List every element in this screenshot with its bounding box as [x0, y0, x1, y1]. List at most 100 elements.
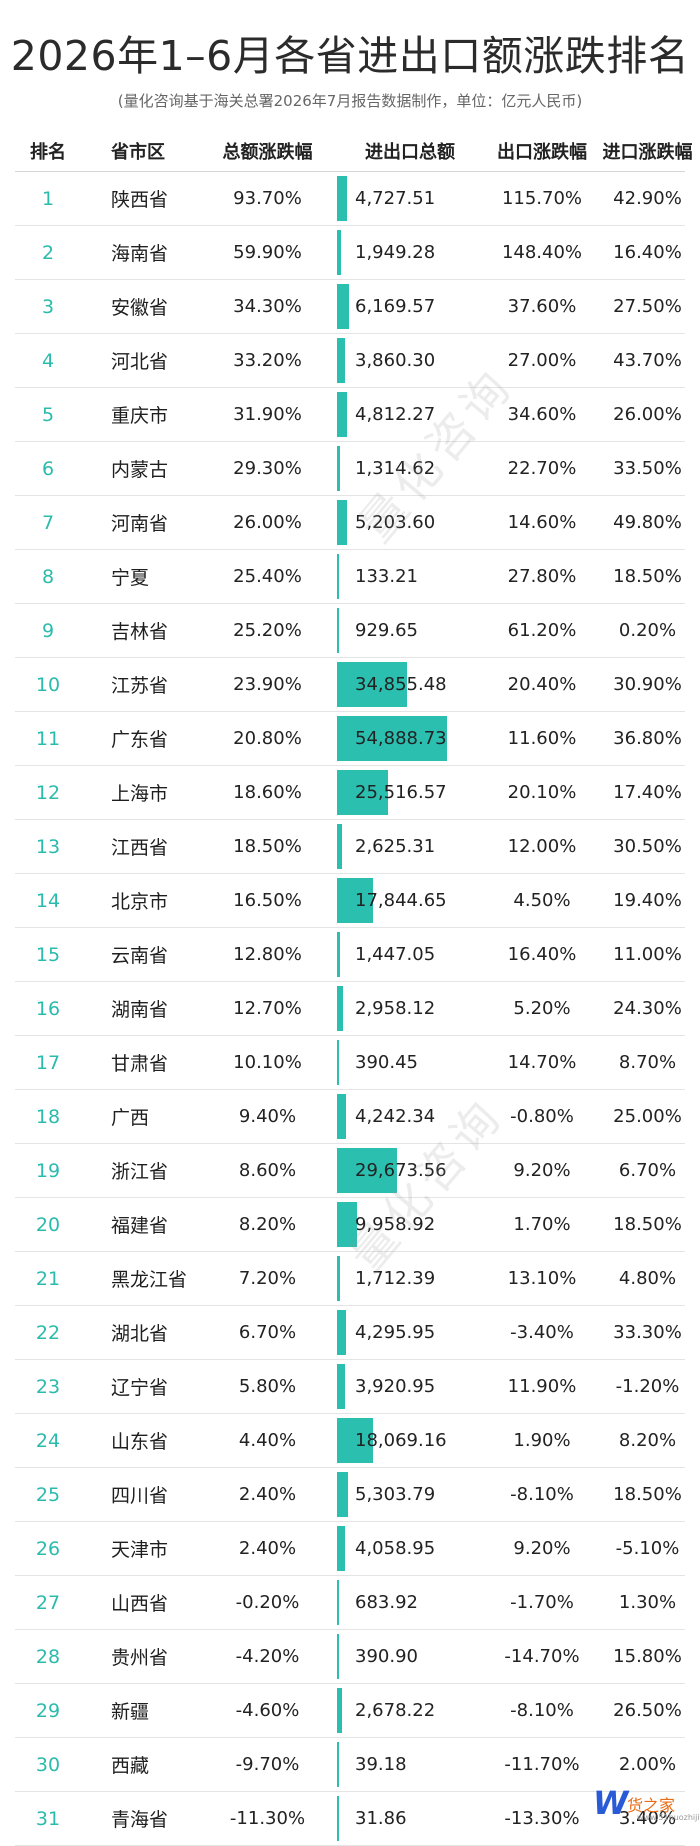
logo-url: www.51huozhijia.com	[637, 1813, 700, 1822]
table-row: 13 江西省 18.50% 2,625.31 12.00% 30.50%	[15, 820, 685, 874]
province-cell: 江西省	[111, 820, 221, 873]
import-change-cell-text: 18.50%	[613, 1214, 682, 1235]
import-change-cell: 30.50%	[600, 820, 695, 873]
table-header: 排名 省市区 总额涨跌幅 进出口总额 出口涨跌幅 进口涨跌幅	[15, 131, 693, 172]
rank-cell: 27	[15, 1576, 81, 1629]
province-cell: 陕西省	[111, 172, 221, 225]
trade-value-bar	[337, 1202, 357, 1247]
export-change-cell-text: -3.40%	[510, 1322, 574, 1343]
province-cell-text: 内蒙古	[111, 459, 169, 481]
import-change-cell: 42.90%	[600, 172, 695, 225]
table-row: 26 天津市 2.40% 4,058.95 9.20% -5.10%	[15, 1522, 685, 1576]
total-change-cell-text: 9.40%	[238, 1106, 297, 1127]
export-change-cell: -8.10%	[477, 1684, 607, 1737]
rank-cell: 22	[15, 1306, 81, 1359]
trade-value-bar	[337, 446, 340, 491]
rank-cell-text: 29	[35, 1699, 61, 1722]
export-change-cell: 14.60%	[477, 496, 607, 549]
rank-cell: 3	[15, 280, 81, 333]
import-change-cell-text: 24.30%	[613, 998, 682, 1019]
trade-value-label: 4,058.95	[355, 1538, 436, 1559]
trade-value-bar	[337, 1472, 348, 1517]
trade-value-label: 4,812.27	[355, 404, 436, 425]
province-cell: 山东省	[111, 1414, 221, 1467]
trade-value-label: 2,678.22	[355, 1700, 436, 1721]
trade-value-bar	[337, 176, 347, 221]
export-change-cell: 13.10%	[477, 1252, 607, 1305]
total-change-cell-text: 8.20%	[238, 1214, 297, 1235]
total-change-cell-text: -11.30%	[229, 1808, 306, 1829]
rank-cell-text: 2	[41, 241, 55, 264]
table-row: 8 宁夏 25.40% 133.21 27.80% 18.50%	[15, 550, 685, 604]
trade-value-bar	[337, 716, 447, 761]
province-cell-text: 山东省	[111, 1431, 169, 1453]
rank-cell-text: 18	[35, 1105, 61, 1128]
rank-cell: 19	[15, 1144, 81, 1197]
import-change-cell-text: 2.00%	[618, 1754, 677, 1775]
province-cell: 新疆	[111, 1684, 221, 1737]
import-change-cell-text: 8.20%	[618, 1430, 677, 1451]
total-change-cell-text: 12.70%	[233, 998, 302, 1019]
import-change-cell: 25.00%	[600, 1090, 695, 1143]
export-change-cell-text: -8.10%	[510, 1484, 574, 1505]
import-change-cell-text: 43.70%	[613, 350, 682, 371]
total-change-cell: 25.40%	[205, 550, 330, 603]
total-change-cell: 16.50%	[205, 874, 330, 927]
trade-value-label: 4,727.51	[355, 188, 436, 209]
province-cell: 上海市	[111, 766, 221, 819]
total-change-cell: -4.60%	[205, 1684, 330, 1737]
import-change-cell-text: -5.10%	[615, 1538, 680, 1559]
trade-value-label: 5,303.79	[355, 1484, 436, 1505]
import-change-cell: 49.80%	[600, 496, 695, 549]
province-cell: 四川省	[111, 1468, 221, 1521]
brand-logo: W 货之家 www.51huozhijia.com	[575, 1782, 700, 1830]
rank-cell-text: 11	[35, 727, 61, 750]
rank-cell: 20	[15, 1198, 81, 1251]
table-row: 5 重庆市 31.90% 4,812.27 34.60% 26.00%	[15, 388, 685, 442]
province-cell-text: 安徽省	[111, 297, 169, 319]
table-row: 24 山东省 4.40% 18,069.16 1.90% 8.20%	[15, 1414, 685, 1468]
province-cell: 江苏省	[111, 658, 221, 711]
rank-cell: 15	[15, 928, 81, 981]
province-cell-text: 河北省	[111, 351, 169, 373]
trade-value-label: 18,069.16	[355, 1430, 447, 1451]
province-cell-text: 广西	[111, 1107, 150, 1129]
rank-cell: 31	[15, 1792, 81, 1845]
import-change-cell-text: 4.80%	[618, 1268, 677, 1289]
total-change-cell-text: 29.30%	[233, 458, 302, 479]
import-change-cell: 16.40%	[600, 226, 695, 279]
import-change-cell-text: 26.00%	[613, 404, 682, 425]
table-row: 17 甘肃省 10.10% 390.45 14.70% 8.70%	[15, 1036, 685, 1090]
trade-value-bar	[337, 770, 389, 815]
export-change-cell: 22.70%	[477, 442, 607, 495]
export-change-cell: 5.20%	[477, 982, 607, 1035]
export-change-cell: 12.00%	[477, 820, 607, 873]
import-change-cell: 27.50%	[600, 280, 695, 333]
total-change-cell-text: 34.30%	[233, 296, 302, 317]
total-change-cell: 31.90%	[205, 388, 330, 441]
total-change-cell: 29.30%	[205, 442, 330, 495]
province-cell-text: 湖南省	[111, 999, 169, 1021]
export-change-cell: 20.40%	[477, 658, 607, 711]
rank-cell-text: 19	[35, 1159, 61, 1182]
import-change-cell: 11.00%	[600, 928, 695, 981]
total-change-cell-text: 25.20%	[233, 620, 302, 641]
total-change-cell-text: 23.90%	[233, 674, 302, 695]
import-change-cell: 18.50%	[600, 1468, 695, 1521]
export-change-cell: 27.00%	[477, 334, 607, 387]
rank-cell: 24	[15, 1414, 81, 1467]
import-change-cell: 8.20%	[600, 1414, 695, 1467]
rank-cell: 21	[15, 1252, 81, 1305]
province-cell: 湖北省	[111, 1306, 221, 1359]
total-change-cell-text: 26.00%	[233, 512, 302, 533]
import-change-cell-text: -1.20%	[615, 1376, 680, 1397]
export-change-cell-text: 5.20%	[513, 998, 571, 1019]
table-row: 27 山西省 -0.20% 683.92 -1.70% 1.30%	[15, 1576, 685, 1630]
rank-cell: 28	[15, 1630, 81, 1683]
import-change-cell: 2.00%	[600, 1738, 695, 1791]
province-cell: 安徽省	[111, 280, 221, 333]
total-change-cell: 8.20%	[205, 1198, 330, 1251]
import-change-cell-text: 11.00%	[613, 944, 682, 965]
trade-value-label: 17,844.65	[355, 890, 447, 911]
rank-cell: 29	[15, 1684, 81, 1737]
